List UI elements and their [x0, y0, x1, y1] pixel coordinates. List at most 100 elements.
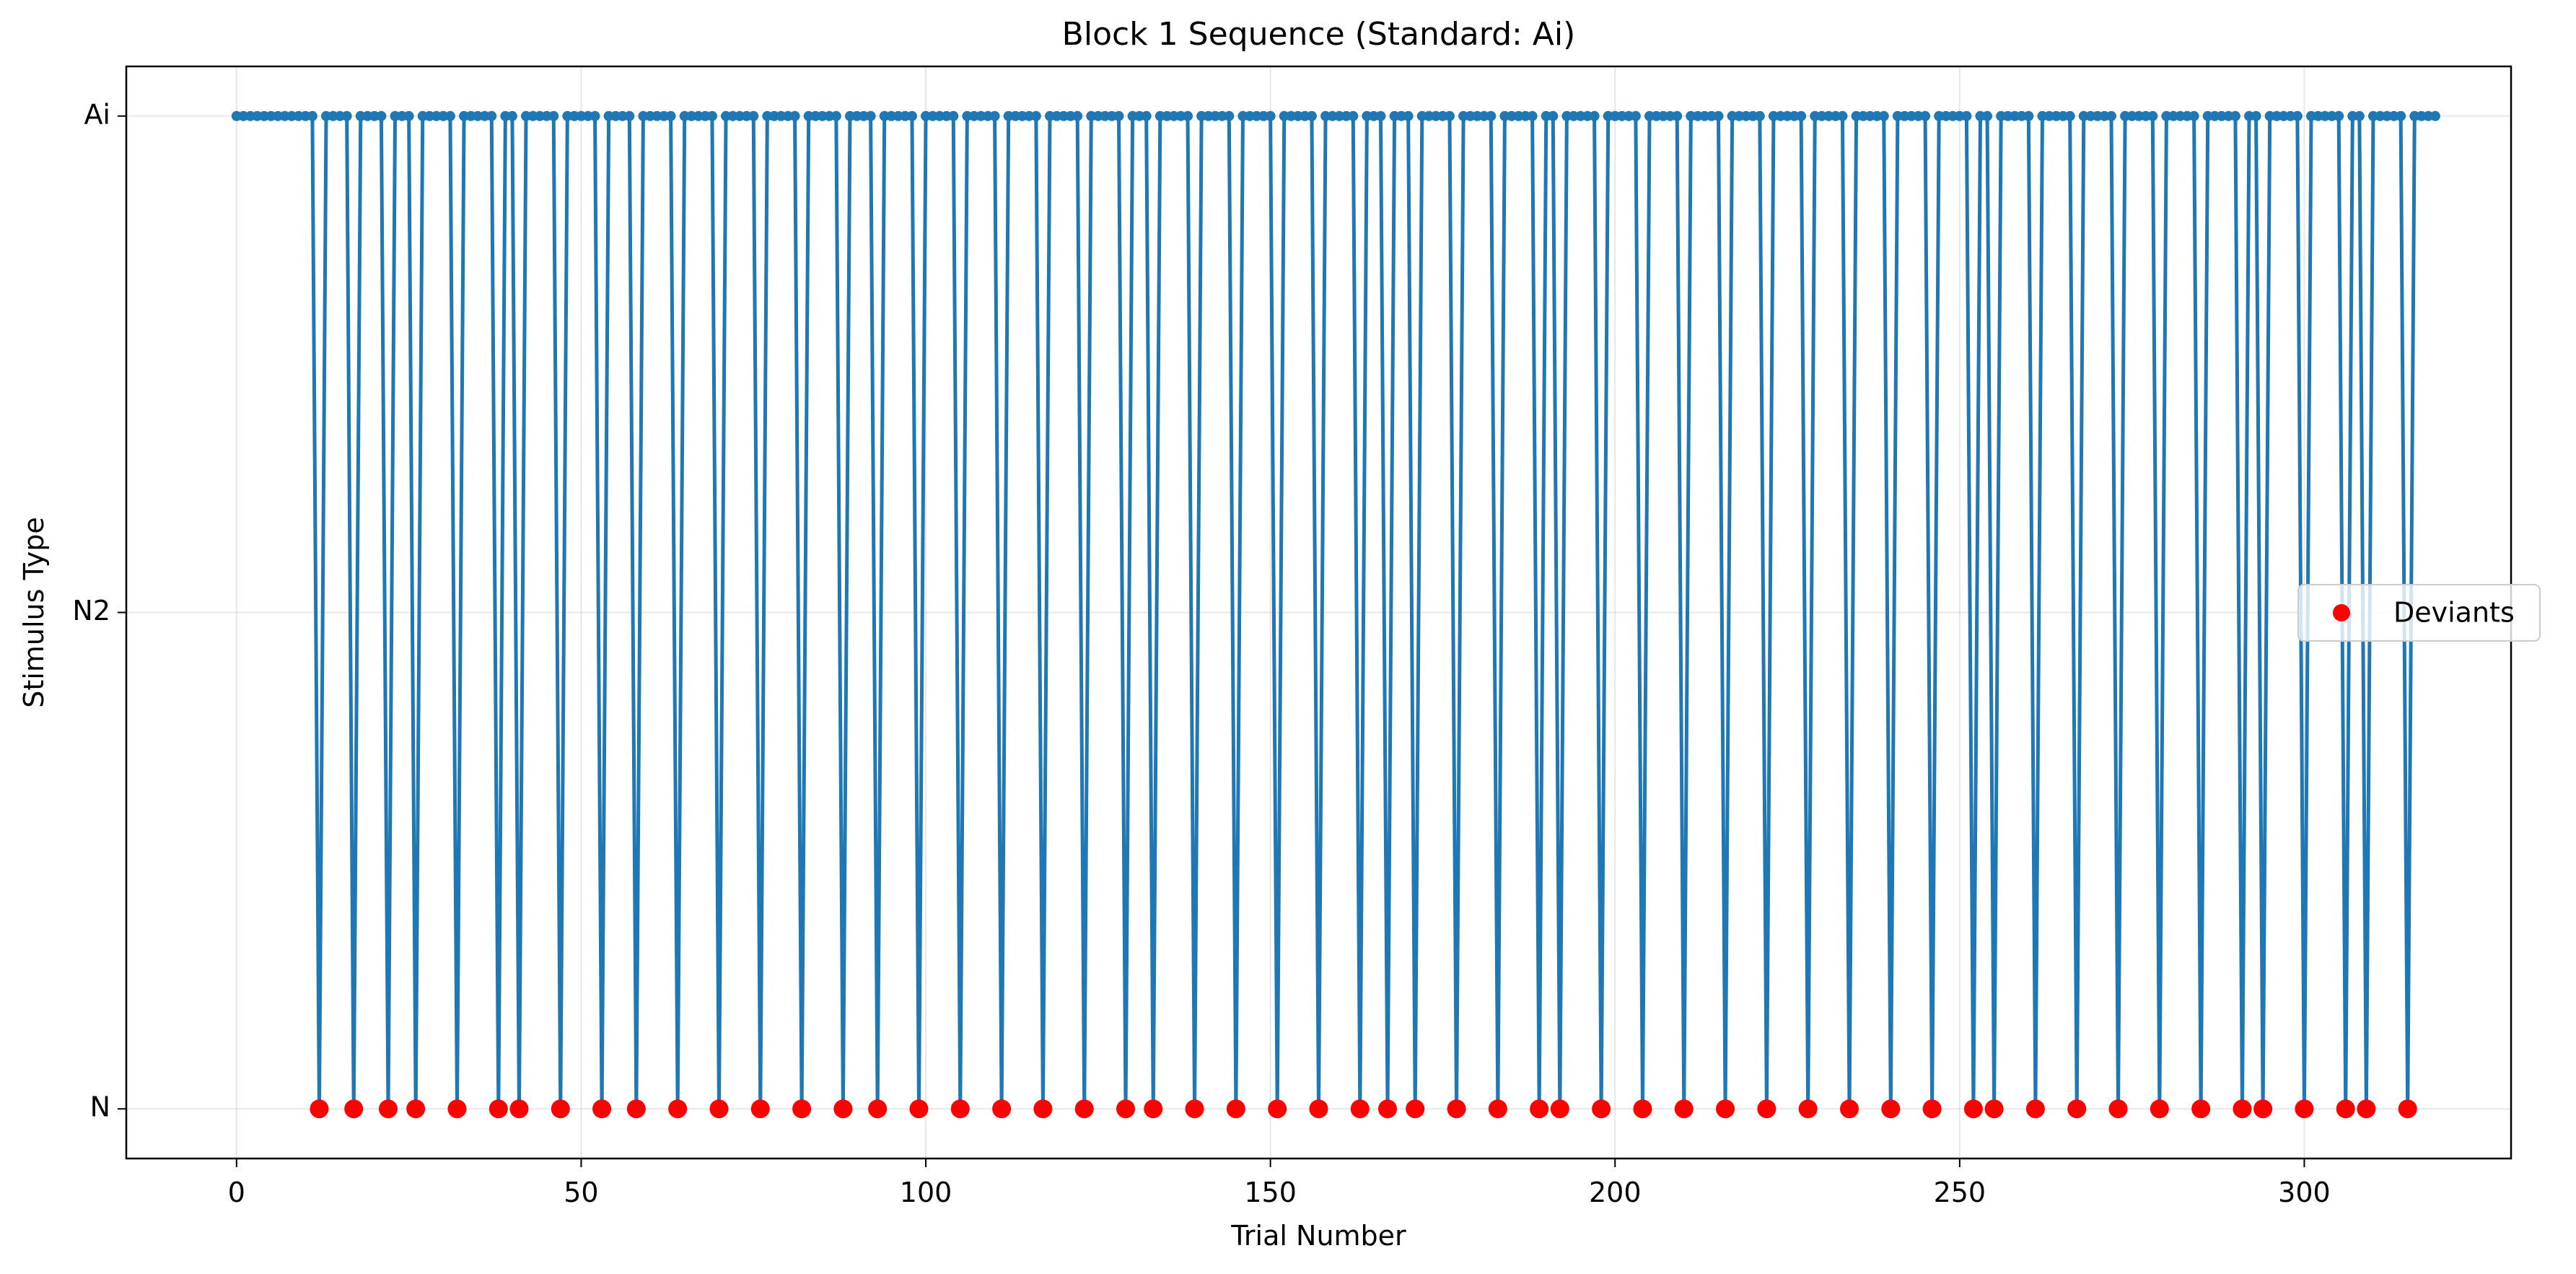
y-axis: N N2 Ai: [72, 98, 126, 1123]
sequence-point: [590, 110, 600, 121]
y-tick-label: Ai: [84, 98, 110, 130]
sequence-point: [1837, 110, 1848, 121]
sequence-point: [2334, 110, 2344, 121]
chart-title: Block 1 Sequence (Standard: Ai): [1062, 16, 1576, 53]
sequence-point: [444, 110, 455, 121]
sequence-point: [1030, 110, 1041, 121]
deviant-point: [1226, 1099, 1245, 1119]
x-tick-label: 0: [228, 1177, 245, 1208]
sequence-point: [2251, 110, 2261, 121]
deviant-point: [909, 1099, 929, 1119]
deviant-point: [668, 1099, 688, 1119]
sequence-point: [1265, 110, 1276, 121]
deviant-point: [1798, 1099, 1818, 1119]
x-tick-label: 100: [900, 1177, 952, 1208]
sequence-point: [376, 110, 387, 121]
sequence-point: [548, 110, 559, 121]
sequence-point: [2023, 110, 2034, 121]
deviant-point: [1716, 1099, 1735, 1119]
sequence-point: [1796, 110, 1807, 121]
deviant-markers: [310, 1099, 2417, 1119]
deviant-point: [1309, 1099, 1328, 1119]
sequence-point: [2189, 110, 2199, 121]
sequence-point: [1630, 110, 1641, 121]
sequence-point: [948, 110, 959, 121]
deviant-point: [2191, 1099, 2211, 1119]
sequence-markers: [231, 110, 2440, 1114]
sequence-point: [665, 110, 676, 121]
sequence-point: [1375, 110, 1386, 121]
legend-deviants-label: Deviants: [2393, 597, 2515, 629]
y-tick-label: N2: [72, 595, 110, 627]
sequence-point: [1224, 110, 1235, 121]
sequence-point: [1444, 110, 1455, 121]
sequence-point: [1920, 110, 1931, 121]
sequence-point: [486, 110, 497, 121]
deviant-point: [1592, 1099, 1611, 1119]
sequence-point: [2292, 110, 2303, 121]
deviant-point: [2336, 1099, 2355, 1119]
deviant-point: [2233, 1099, 2252, 1119]
sequence-point: [1072, 110, 1083, 121]
deviant-point: [2067, 1099, 2087, 1119]
legend-deviant-marker: [2333, 604, 2350, 621]
deviant-point: [2108, 1099, 2128, 1119]
deviant-point: [344, 1099, 364, 1119]
deviant-point: [992, 1099, 1012, 1119]
deviant-point: [626, 1099, 646, 1119]
sequence-point: [2396, 110, 2406, 121]
x-tick-label: 50: [564, 1177, 598, 1208]
deviant-point: [1840, 1099, 1859, 1119]
sequence-point: [1961, 110, 1972, 121]
deviant-point: [1378, 1099, 1398, 1119]
x-axis: 0 50 100 150 200 250 300: [228, 1159, 2331, 1208]
deviant-point: [1185, 1099, 1204, 1119]
deviant-point: [2357, 1099, 2376, 1119]
deviant-point: [950, 1099, 970, 1119]
deviant-point: [2295, 1099, 2314, 1119]
x-axis-label: Trial Number: [1230, 1220, 1406, 1252]
deviant-point: [2398, 1099, 2417, 1119]
x-tick-label: 200: [1589, 1177, 1642, 1208]
sequence-point: [1348, 110, 1359, 121]
sequence-point: [865, 110, 876, 121]
deviant-point: [833, 1099, 853, 1119]
deviant-point: [1530, 1099, 1549, 1119]
deviant-point: [1757, 1099, 1777, 1119]
sequence-point: [624, 110, 635, 121]
sequence-point: [1548, 110, 1559, 121]
sequence-point: [1527, 110, 1538, 121]
sequence-point: [906, 110, 917, 121]
sequence-point: [1878, 110, 1889, 121]
sequence-point: [2230, 110, 2240, 121]
sequence-point: [507, 110, 517, 121]
sequence-point: [1672, 110, 1683, 121]
deviant-point: [1350, 1099, 1370, 1119]
deviant-point: [310, 1099, 329, 1119]
sequence-point: [1141, 110, 1152, 121]
sequence-point: [748, 110, 759, 121]
sequence-point: [2354, 110, 2365, 121]
sequence-point: [2430, 110, 2440, 121]
sequence-point: [1589, 110, 1600, 121]
deviant-point: [1268, 1099, 1287, 1119]
deviant-point: [1144, 1099, 1163, 1119]
sequence-point: [1113, 110, 1124, 121]
deviant-point: [489, 1099, 508, 1119]
deviant-point: [868, 1099, 888, 1119]
deviant-point: [2025, 1099, 2045, 1119]
sequence-point: [2106, 110, 2116, 121]
sequence-point: [1486, 110, 1497, 121]
deviant-point: [1674, 1099, 1694, 1119]
x-tick-label: 150: [1244, 1177, 1297, 1208]
deviant-point: [1033, 1099, 1053, 1119]
sequence-point: [831, 110, 841, 121]
deviant-point: [2150, 1099, 2169, 1119]
sequence-point: [1183, 110, 1193, 121]
deviant-point: [1550, 1099, 1569, 1119]
deviant-point: [1633, 1099, 1652, 1119]
deviant-point: [592, 1099, 612, 1119]
deviant-point: [709, 1099, 729, 1119]
